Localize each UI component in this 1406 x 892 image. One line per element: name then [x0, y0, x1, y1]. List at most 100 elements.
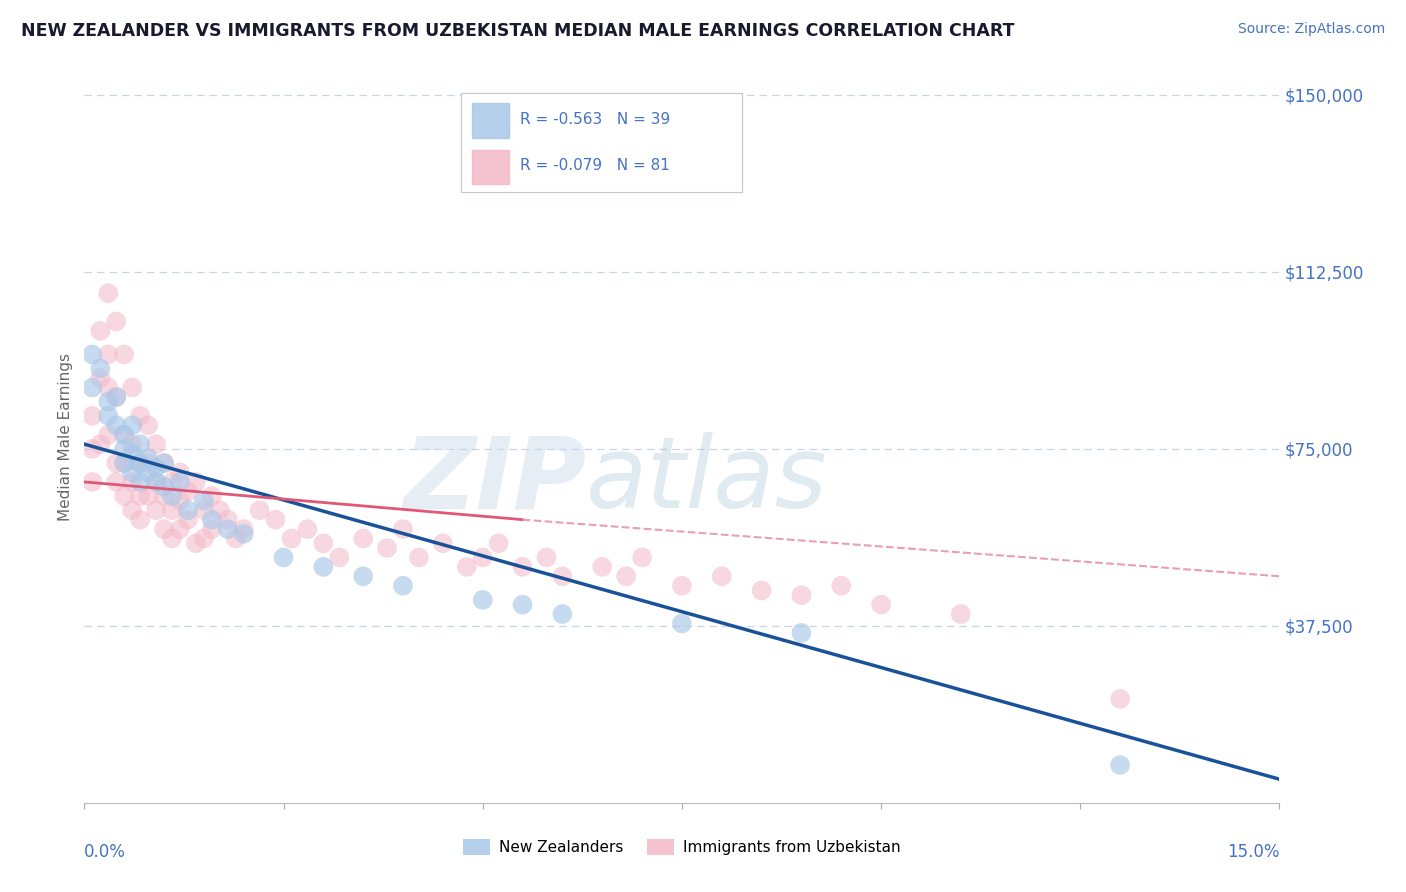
Point [136, 466, 159, 480]
Point [82, 475, 104, 489]
Point [145, 475, 167, 489]
Point [153, 489, 176, 503]
Text: 0.0%: 0.0% [84, 843, 127, 861]
Point [136, 456, 159, 470]
Point [225, 532, 247, 546]
Point [177, 503, 200, 517]
Point [129, 437, 152, 451]
Point [145, 475, 167, 489]
Point [82, 347, 104, 361]
Point [471, 593, 494, 607]
Point [217, 522, 239, 536]
Point [97, 409, 120, 423]
Point [153, 522, 176, 536]
Point [631, 550, 654, 565]
Point [432, 536, 454, 550]
Point [536, 550, 558, 565]
Point [280, 532, 302, 546]
Point [112, 489, 135, 503]
Point [408, 550, 430, 565]
Point [105, 390, 128, 404]
Text: Source: ZipAtlas.com: Source: ZipAtlas.com [1237, 22, 1385, 37]
Point [112, 442, 135, 456]
Point [790, 626, 813, 640]
Point [312, 536, 335, 550]
Point [949, 607, 972, 621]
Point [375, 541, 398, 555]
Point [671, 616, 693, 631]
Legend: New Zealanders, Immigrants from Uzbekistan: New Zealanders, Immigrants from Uzbekist… [457, 833, 907, 861]
Point [121, 380, 143, 394]
Point [193, 493, 215, 508]
Point [870, 598, 893, 612]
Point [129, 409, 152, 423]
Point [614, 569, 637, 583]
Point [1109, 758, 1132, 772]
Point [830, 579, 852, 593]
Point [105, 390, 128, 404]
Point [264, 513, 287, 527]
Point [790, 588, 813, 602]
Point [97, 380, 120, 394]
Point [89, 437, 111, 451]
Point [710, 569, 733, 583]
Point [105, 456, 128, 470]
Point [352, 532, 374, 546]
Point [112, 456, 135, 470]
Point [121, 437, 143, 451]
Point [82, 442, 104, 456]
Point [136, 451, 159, 466]
Point [82, 409, 104, 423]
Point [751, 583, 773, 598]
Point [121, 503, 143, 517]
Point [97, 427, 120, 442]
Point [193, 503, 215, 517]
Point [471, 550, 494, 565]
Point [82, 380, 104, 394]
Point [201, 522, 224, 536]
Point [97, 394, 120, 409]
Point [392, 522, 415, 536]
Text: NEW ZEALANDER VS IMMIGRANTS FROM UZBEKISTAN MEDIAN MALE EARNINGS CORRELATION CHA: NEW ZEALANDER VS IMMIGRANTS FROM UZBEKIS… [21, 22, 1015, 40]
Point [121, 418, 143, 433]
Text: ZIP: ZIP [404, 433, 586, 530]
Point [121, 447, 143, 461]
Point [160, 489, 183, 503]
Point [392, 579, 415, 593]
Point [121, 475, 143, 489]
Point [232, 522, 254, 536]
Point [129, 456, 152, 470]
Point [169, 493, 191, 508]
Point [105, 314, 128, 328]
Point [169, 522, 191, 536]
Point [184, 475, 207, 489]
Point [97, 286, 120, 301]
Point [551, 607, 574, 621]
Point [121, 466, 143, 480]
Point [160, 532, 183, 546]
Point [217, 513, 239, 527]
Point [129, 489, 152, 503]
Point [112, 427, 135, 442]
Point [312, 559, 335, 574]
Point [136, 489, 159, 503]
Point [136, 418, 159, 433]
Point [129, 475, 152, 489]
Point [97, 347, 120, 361]
Point [201, 489, 224, 503]
Point [177, 513, 200, 527]
Point [208, 503, 231, 517]
Point [512, 559, 534, 574]
Point [160, 503, 183, 517]
Point [456, 559, 478, 574]
Point [145, 503, 167, 517]
Point [129, 456, 152, 470]
Point [105, 418, 128, 433]
Point [671, 579, 693, 593]
Point [153, 456, 176, 470]
Point [145, 460, 167, 475]
Point [177, 484, 200, 499]
Point [145, 437, 167, 451]
Point [160, 475, 183, 489]
Point [112, 347, 135, 361]
